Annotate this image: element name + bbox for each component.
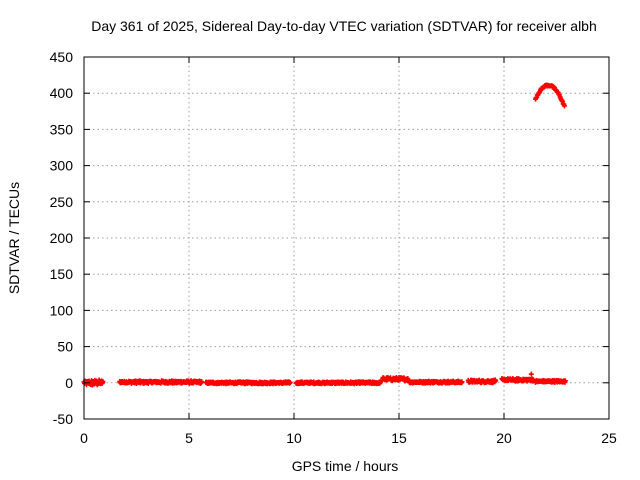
data-point: [528, 371, 534, 377]
x-tick-label: 20: [496, 430, 512, 446]
data-point: [405, 376, 411, 382]
data-point: [199, 379, 205, 385]
y-tick-label: 450: [50, 49, 74, 65]
data-point: [287, 380, 293, 386]
y-axis: -50 0 50 100 150 200 250 300 350 400 450: [50, 49, 609, 427]
y-tick-label: 150: [50, 266, 74, 282]
data-point: [562, 378, 568, 384]
y-tick-label: 0: [65, 375, 73, 391]
data-point: [459, 379, 465, 385]
y-tick-label: 300: [50, 158, 74, 174]
data-point: [100, 379, 106, 385]
y-tick-label: -50: [53, 411, 73, 427]
data-point: [561, 103, 567, 109]
y-tick-label: 200: [50, 230, 74, 246]
x-axis: 0 5 10 15 20 25: [80, 57, 617, 446]
y-tick-label: 400: [50, 85, 74, 101]
x-tick-label: 0: [80, 430, 88, 446]
y-axis-title: SDTVAR / TECUs: [6, 182, 22, 294]
y-tick-label: 100: [50, 302, 74, 318]
data-point: [493, 378, 499, 384]
x-tick-label: 5: [185, 430, 193, 446]
x-tick-label: 10: [286, 430, 302, 446]
x-tick-label: 25: [601, 430, 617, 446]
data-points: [81, 82, 568, 388]
chart-title: Day 361 of 2025, Sidereal Day-to-day VTE…: [91, 18, 597, 34]
y-tick-label: 250: [50, 194, 74, 210]
y-tick-label: 350: [50, 121, 74, 137]
y-tick-label: 50: [57, 339, 73, 355]
x-tick-label: 15: [391, 430, 407, 446]
x-axis-title: GPS time / hours: [292, 458, 399, 474]
